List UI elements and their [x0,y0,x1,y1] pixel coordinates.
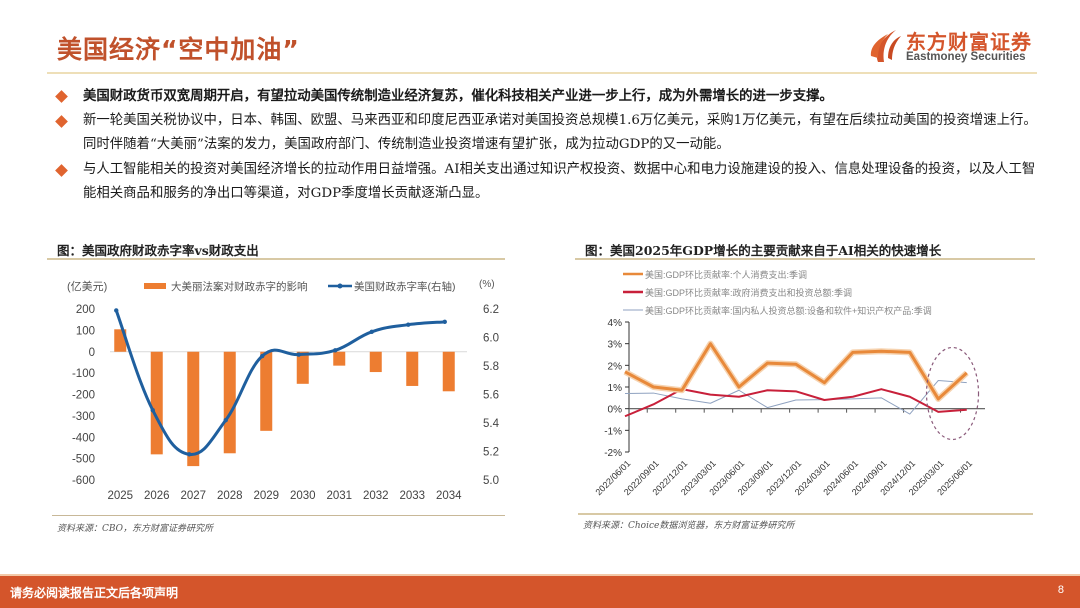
right-figure-top-rule [575,258,1035,260]
left-y-tick-label: 100 [76,325,95,337]
company-logo: 东方财富证券 Eastmoney Securities [870,26,1040,68]
x-category-label: 2032 [363,490,389,502]
right-y-tick-label: 6.2 [483,304,499,316]
legend-label: 美国:GDP环比贡献率:政府消费支出和投资总额:季调 [645,287,852,298]
x-category-label: 2030 [290,490,316,502]
y-tick-label: 0% [608,405,623,416]
left-y-tick-label: -500 [72,454,95,466]
left-y-tick-label: -300 [72,411,95,423]
x-category-label: 2033 [399,490,425,502]
diamond-bullet-icon [55,114,68,128]
y-tick-label: 4% [608,318,623,329]
footer-bar: 请务必阅读报告正文后各项声明 8 [0,576,1080,608]
x-category-label: 2027 [180,490,206,502]
deficit-rate-point [442,319,447,325]
left-y-tick-label: 200 [76,304,95,316]
right-figure-source: 资料来源：Choice数据浏览器，东方财富证券研究所 [583,521,795,531]
right-y-tick-label: 5.2 [483,447,499,459]
deficit-rate-point [187,452,192,457]
right-y-tick-label: 5.4 [483,418,500,430]
right-y-tick-label: 5.0 [483,475,499,487]
deficit-bar [187,351,200,467]
legend-line-label: 美国财政赤字率(右轴) [354,280,456,293]
legend-line-marker [337,283,343,289]
left-figure-title: 图：美国政府财政赤字率vs财政支出 [57,243,259,258]
x-category-label: 2029 [253,490,279,502]
bullet-item: 美国财政货币双宽周期开启，有望拉动美国传统制造业经济复苏，催化科技相关产业进一步… [55,84,1045,109]
deficit-chart: (亿美元) 大美丽法案对财政赤字的影响 美国财政赤字率(右轴) (%) 200 100 0 -… [67,279,500,502]
x-category-label: 2031 [326,490,352,502]
deficit-rate-point [333,348,338,353]
legend-label: 美国:GDP环比贡献率:个人消费支出:季调 [645,269,807,280]
left-figure-bottom-rule [52,515,505,516]
right-axis-unit-label: (%) [479,279,495,290]
x-category-label: 2028 [217,490,243,502]
left-y-tick-label: -400 [72,432,95,444]
ip-investment-line [624,380,967,415]
gdp-contribution-chart: 美国:GDP环比贡献率:个人消费支出:季调美国:GDP环比贡献率:政府消费支出和… [593,269,985,497]
deficit-bar [260,351,273,431]
x-category-label: 2026 [144,490,170,502]
title-divider [47,72,1037,74]
legend-label: 美国:GDP环比贡献率:国内私人投资总额:设备和软件+知识产权产品:季调 [645,305,932,316]
footer-top-line [0,574,1080,576]
deficit-rate-point [150,407,155,413]
right-y-tick-label: 5.6 [483,390,499,402]
deficit-rate-point [369,329,374,334]
bullet-text: 与人工智能相关的投资对美国经济增长的拉动作用日益增强。AI相关支出通过知识产权投… [83,161,1036,202]
left-figure-source: 资料来源：CBO，东方财富证券研究所 [57,524,214,534]
left-y-tick-label: 0 [89,347,95,359]
deficit-rate-point [296,352,301,357]
deficit-bar [442,351,455,392]
highlight-ellipse [925,346,980,441]
government-line [624,388,967,418]
y-tick-label: -1% [604,426,622,437]
bullet-text: 新一轮美国关税协议中，日本、韩国、欧盟、马来西亚和印度尼西亚承诺对美国投资总规模… [83,112,1037,153]
left-y-tick-label: -100 [72,368,95,380]
deficit-rate-point [114,308,119,313]
deficit-rate-line [114,309,445,456]
right-figure-title: 图：美国2025年GDP增长的主要贡献来自于AI相关的快速增长 [585,243,942,258]
deficit-rate-point [260,353,265,359]
left-y-tick-label: -600 [72,475,95,487]
logo-chinese-name: 东方财富证券 [906,30,1032,54]
deficit-bar [369,351,382,373]
bullet-item: 与人工智能相关的投资对美国经济增长的拉动作用日益增强。AI相关支出通过知识产权投… [55,158,1045,207]
bullet-item: 新一轮美国关税协议中，日本、韩国、欧盟、马来西亚和印度尼西亚承诺对美国投资总规模… [55,109,1045,158]
x-category-label: 2025 [107,490,133,502]
right-y-tick-label: 5.8 [483,361,499,373]
legend-bar-label: 大美丽法案对财政赤字的影响 [171,280,308,293]
bullet-list: 美国财政货币双宽周期开启，有望拉动美国传统制造业经济复苏，催化科技相关产业进一步… [55,84,1045,207]
slide-title: 美国经济“空中加油” [57,35,300,64]
footer-disclaimer: 请务必阅读报告正文后各项声明 [10,586,179,600]
legend-bar-swatch [144,283,166,289]
x-category-label: 2034 [436,490,462,502]
right-figure-bottom-rule [578,513,1033,515]
y-tick-label: 1% [608,383,623,394]
diamond-bullet-icon [55,163,68,177]
deficit-bar [150,351,163,455]
deficit-rate-point [223,417,228,423]
y-tick-label: 3% [608,340,623,351]
y-tick-label: -2% [604,448,622,459]
left-axis-unit-label: (亿美元) [67,280,107,293]
logo-english-name: Eastmoney Securities [906,51,1026,63]
page-number: 8 [1057,584,1064,596]
y-tick-label: 2% [608,361,623,372]
diamond-bullet-icon [55,90,68,103]
consumption-line [624,342,968,401]
deficit-bar [223,351,236,454]
deficit-bar [333,351,346,366]
logo-wing-icon [870,30,901,62]
right-y-tick-label: 6.0 [483,333,499,345]
deficit-bar [296,351,309,384]
deficit-bar [406,351,419,386]
left-y-tick-label: -200 [72,390,95,402]
deficit-rate-point [406,322,411,327]
left-figure-top-rule [47,258,505,260]
bullet-text: 美国财政货币双宽周期开启，有望拉动美国传统制造业经济复苏，催化科技相关产业进一步… [83,88,833,104]
